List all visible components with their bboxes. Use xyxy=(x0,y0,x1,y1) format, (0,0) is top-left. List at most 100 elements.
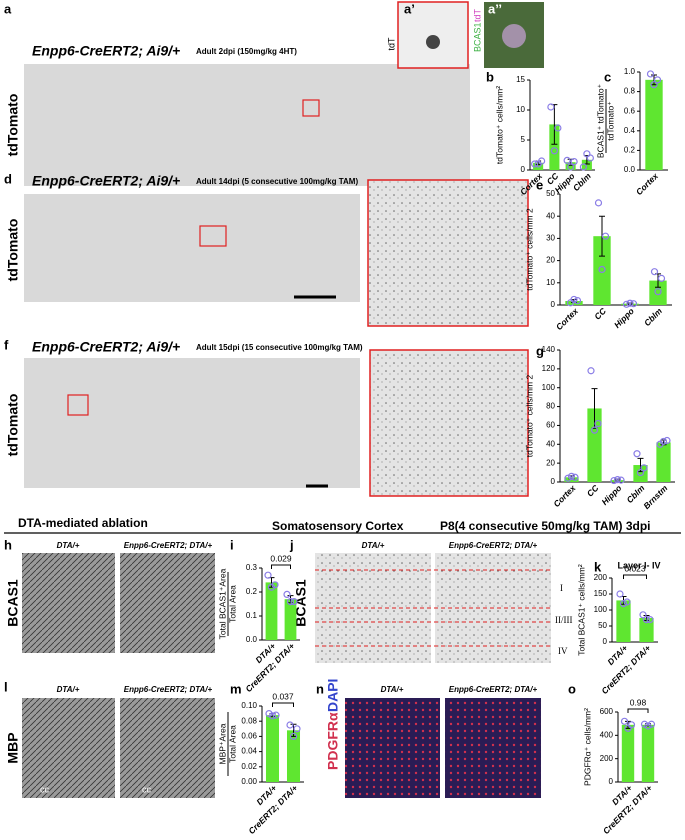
data-point xyxy=(642,615,651,624)
data-point xyxy=(650,268,659,276)
panel-label: a’’ xyxy=(488,1,502,16)
data-point xyxy=(620,717,629,725)
panel-label: i xyxy=(230,537,234,552)
y-tick-label: 400 xyxy=(600,730,614,739)
image xyxy=(120,698,215,798)
layer-label: II/III xyxy=(555,615,573,625)
panel-title: Enpp6-CreERT2; Ai9/+ xyxy=(32,339,180,355)
y-tick-label: 40 xyxy=(546,439,555,448)
cell xyxy=(426,35,440,49)
bar xyxy=(581,159,592,170)
y-axis-label: PDGFRα⁺ cells/mm² xyxy=(582,708,592,786)
y-tick-label: 0.0 xyxy=(624,165,636,174)
y-tick-label: 120 xyxy=(542,364,556,373)
panel-label: g xyxy=(536,343,544,358)
y-tick-label: 600 xyxy=(600,707,614,716)
bar xyxy=(639,618,654,642)
p-value: 0.029 xyxy=(270,553,292,563)
data-point xyxy=(538,157,546,165)
bar xyxy=(656,442,671,482)
stain-label: BCAS1 xyxy=(5,579,21,627)
data-point xyxy=(579,163,587,171)
data-point xyxy=(563,156,571,164)
panel-note: Adult 15dpi (15 consecutive 100mg/kg TAM… xyxy=(196,343,363,352)
y-tick-label: 140 xyxy=(542,345,556,354)
y-tick-label: 100 xyxy=(542,383,556,392)
y-tick-label: 0.00 xyxy=(241,777,257,786)
data-point xyxy=(586,154,594,162)
y-tick-label: 0.02 xyxy=(241,762,257,771)
stain-label: BCAS1 xyxy=(472,22,482,52)
data-point xyxy=(531,160,539,168)
significance-bracket xyxy=(271,564,291,569)
image-label: DTA/+ xyxy=(362,541,385,550)
data-point xyxy=(640,464,648,472)
data-point xyxy=(659,437,668,446)
panel-title: Enpp6-CreERT2; Ai9/+ xyxy=(32,173,180,189)
bar xyxy=(265,582,278,640)
panel-label: o xyxy=(568,681,576,696)
bar xyxy=(633,465,648,482)
y-tick-label: 0.4 xyxy=(624,126,636,135)
x-tick-label: Cortex xyxy=(634,170,661,197)
y-axis-label: MBP⁺Area xyxy=(217,723,227,764)
x-tick-label: Hippo xyxy=(599,483,623,507)
data-point xyxy=(271,581,279,589)
panel-label: n xyxy=(316,681,324,696)
bar xyxy=(616,600,631,642)
panel-label: e xyxy=(536,177,543,192)
stain-label: BCAS1 xyxy=(293,579,309,627)
data-point xyxy=(623,598,631,606)
stain-label: DAPI xyxy=(325,679,341,712)
data-point xyxy=(644,722,652,730)
y-tick-label: 0.8 xyxy=(624,87,636,96)
stain-label: tdTomato xyxy=(5,219,21,282)
bar xyxy=(593,236,611,305)
image xyxy=(445,698,541,798)
panel-label: d xyxy=(4,171,12,186)
y-tick-label: 0.06 xyxy=(241,732,257,741)
y-tick-label: 0 xyxy=(551,300,556,309)
data-point xyxy=(657,274,666,282)
image-label: DTA/+ xyxy=(57,541,80,550)
data-point xyxy=(636,468,645,477)
data-point xyxy=(646,70,655,78)
panel-title: Enpp6-CreERT2; Ai9/+ xyxy=(32,43,180,59)
panel-label: b xyxy=(486,69,494,84)
y-axis-label: Total BCAS1⁺ cells/mm² xyxy=(576,564,586,656)
region-label: cc xyxy=(142,784,152,794)
data-point xyxy=(617,476,625,484)
data-point xyxy=(583,150,591,158)
data-point xyxy=(646,615,654,624)
cell xyxy=(502,24,526,48)
x-tick-label: Hippo xyxy=(612,306,636,330)
y-tick-label: 0.6 xyxy=(624,106,636,115)
y-tick-label: 0.2 xyxy=(246,587,258,596)
bar xyxy=(533,162,544,170)
y-tick-label: 15 xyxy=(516,75,525,84)
chart-title: Layer I- IV xyxy=(617,560,660,570)
y-axis-label: tdTomato⁺ cells/mm 2 xyxy=(524,208,534,291)
panel-label: h xyxy=(4,537,12,552)
bar xyxy=(641,724,655,782)
panel-note: Adult 2dpi (150mg/kg 4HT) xyxy=(196,47,297,56)
y-tick-label: 0 xyxy=(609,777,614,786)
data-point xyxy=(283,590,291,599)
roi xyxy=(199,225,227,247)
x-tick-label: Cblm xyxy=(571,171,593,193)
region-label: cc xyxy=(40,784,50,794)
y-axis-label: Total Area xyxy=(227,725,237,763)
image-label: Enpp6-CreERT2; DTA/+ xyxy=(124,541,213,550)
y-tick-label: 5 xyxy=(521,135,526,144)
y-tick-label: 1.0 xyxy=(624,67,636,76)
data-point xyxy=(564,474,572,482)
y-tick-label: 10 xyxy=(546,278,555,287)
image-label: Enpp6-CreERT2; DTA/+ xyxy=(449,541,538,550)
data-point xyxy=(571,473,579,481)
panel-label: a xyxy=(4,1,12,16)
data-point xyxy=(647,720,656,728)
data-point xyxy=(286,721,294,729)
data-point xyxy=(554,124,562,132)
data-point xyxy=(627,721,636,729)
